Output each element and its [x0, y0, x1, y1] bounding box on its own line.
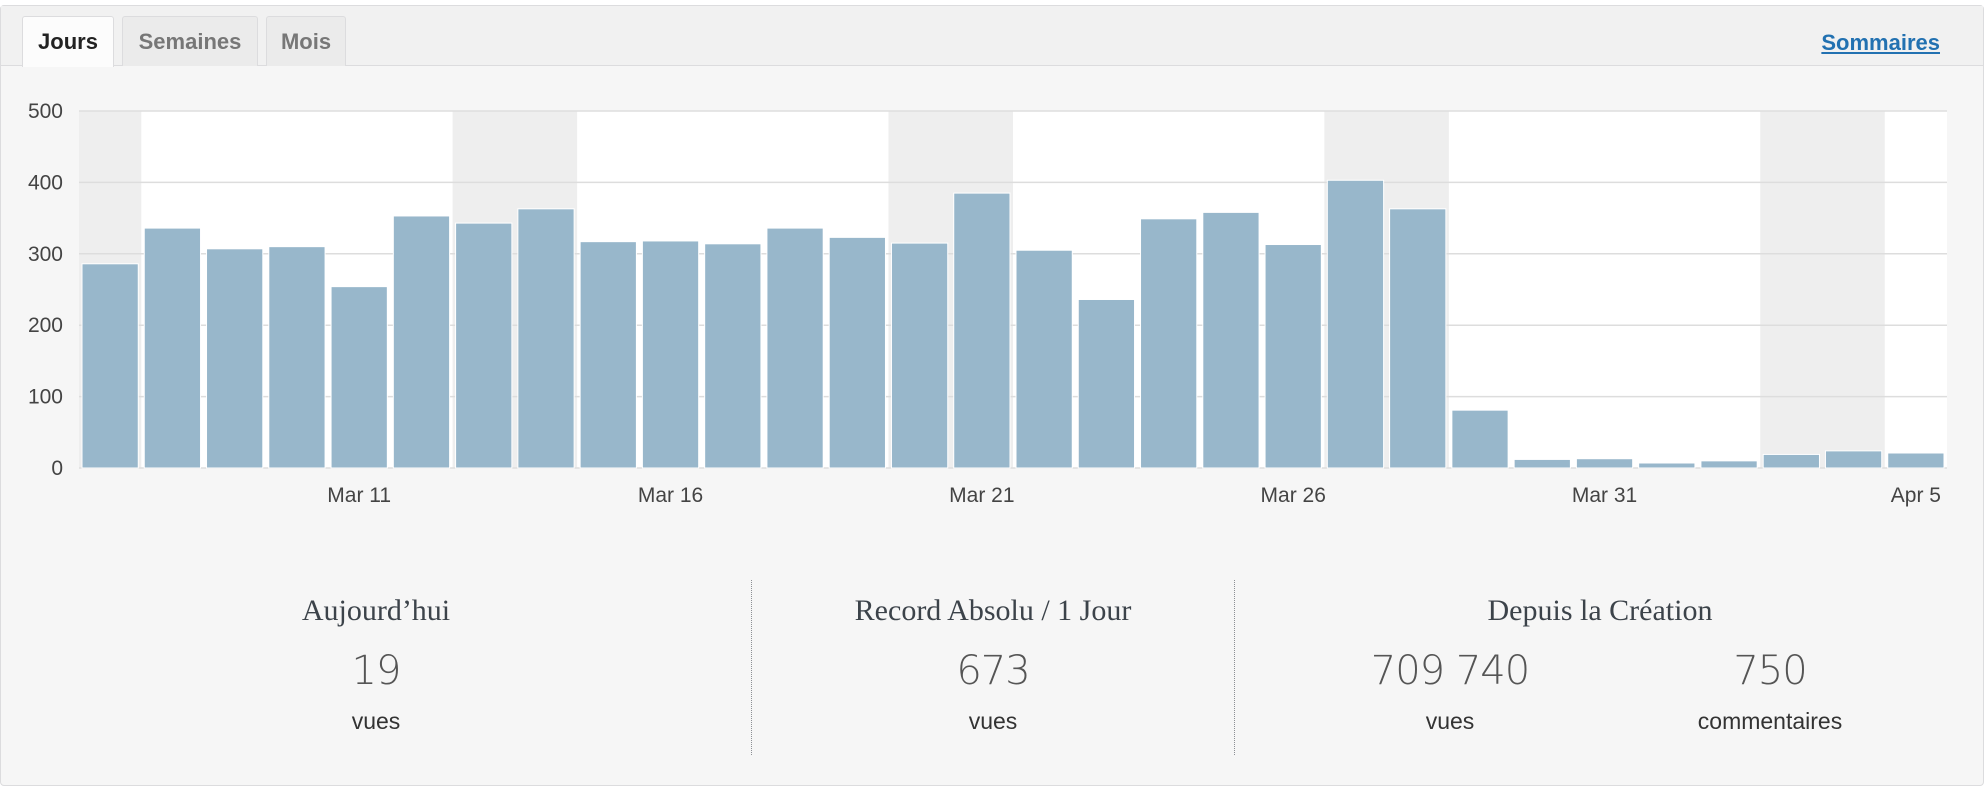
x-tick-label: Mar 16 — [638, 484, 703, 507]
stat-total-views-value: 709 740 — [1370, 648, 1530, 694]
bar — [1762, 453, 1820, 469]
stats-divider — [1234, 580, 1235, 755]
y-tick-label: 100 — [28, 386, 63, 409]
stat-since-title: Depuis la Création — [1487, 594, 1713, 627]
bar — [1264, 244, 1322, 469]
bar — [206, 248, 264, 469]
stat-record-title: Record Absolu / 1 Jour — [854, 594, 1132, 627]
bar — [143, 227, 202, 469]
stat-total-comments-value: 750 — [1733, 648, 1807, 694]
bar — [1326, 179, 1385, 469]
stat-total-views-label: vues — [1425, 708, 1475, 734]
bar — [1015, 249, 1073, 469]
bar — [579, 241, 637, 469]
bar — [766, 227, 824, 469]
y-tick-label: 400 — [28, 171, 63, 194]
stat-record: Record Absolu / 1 Jour 673 vues — [752, 580, 1234, 755]
bar — [1638, 462, 1696, 469]
tab-months[interactable]: Mois — [266, 16, 346, 66]
bar — [828, 236, 886, 469]
bar — [1887, 452, 1945, 469]
stat-record-label: vues — [968, 708, 1018, 734]
stats-divider — [751, 580, 752, 755]
stat-today-value: 19 — [351, 648, 402, 694]
x-tick-label: Apr 5 — [1891, 484, 1941, 507]
stat-total-comments: 750 commentaires — [1645, 628, 1895, 735]
x-tick-label: Mar 26 — [1261, 484, 1326, 507]
stat-today-title: Aujourd’hui — [301, 594, 451, 627]
bar — [1451, 409, 1509, 469]
bar — [1077, 298, 1136, 469]
stat-record-value: 673 — [956, 648, 1030, 694]
bar — [517, 208, 575, 469]
bar — [81, 263, 139, 469]
bar — [1140, 218, 1198, 469]
stat-total-views: 709 740 vues — [1325, 628, 1575, 735]
bar — [268, 246, 326, 469]
bar — [953, 192, 1011, 469]
bar — [704, 243, 762, 469]
y-tick-label: 300 — [28, 243, 63, 266]
tab-days[interactable]: Jours — [22, 16, 114, 67]
bar — [392, 215, 451, 469]
bar — [1824, 450, 1883, 469]
bar — [330, 286, 388, 469]
period-tab-bar: Jours Semaines Mois Sommaires — [1, 6, 1983, 67]
x-tick-label: Mar 31 — [1572, 484, 1637, 507]
bar — [890, 242, 949, 469]
x-tick-label: Mar 11 — [327, 484, 391, 507]
bar — [1202, 211, 1260, 469]
stat-today: Aujourd’hui 19 vues — [1, 580, 751, 755]
tab-weeks[interactable]: Semaines — [122, 16, 258, 66]
stat-today-label: vues — [351, 708, 401, 734]
bar — [455, 222, 513, 469]
weekend-band — [1760, 111, 1885, 468]
summaries-link[interactable]: Sommaires — [1821, 30, 1940, 55]
y-tick-label: 0 — [51, 457, 63, 480]
bar — [641, 240, 700, 469]
bar — [1513, 458, 1571, 469]
bar — [1575, 458, 1634, 469]
bar — [1389, 208, 1447, 469]
stat-total-comments-label: commentaires — [1697, 708, 1843, 734]
y-tick-label: 500 — [28, 100, 63, 123]
stats-panel: Jours Semaines Mois Sommaires 0 100 200 300… — [0, 5, 1984, 786]
x-tick-label: Mar 21 — [949, 484, 1014, 507]
bar — [1700, 460, 1758, 469]
views-bar-chart: 0 100 200 300 400 500 Mar 11 Mar 16 Mar 21 Mar 26… — [28, 100, 1947, 507]
stat-since-creation: Depuis la Création 709 740 vues 750 comm… — [1235, 580, 1965, 755]
y-tick-label: 200 — [28, 314, 63, 337]
